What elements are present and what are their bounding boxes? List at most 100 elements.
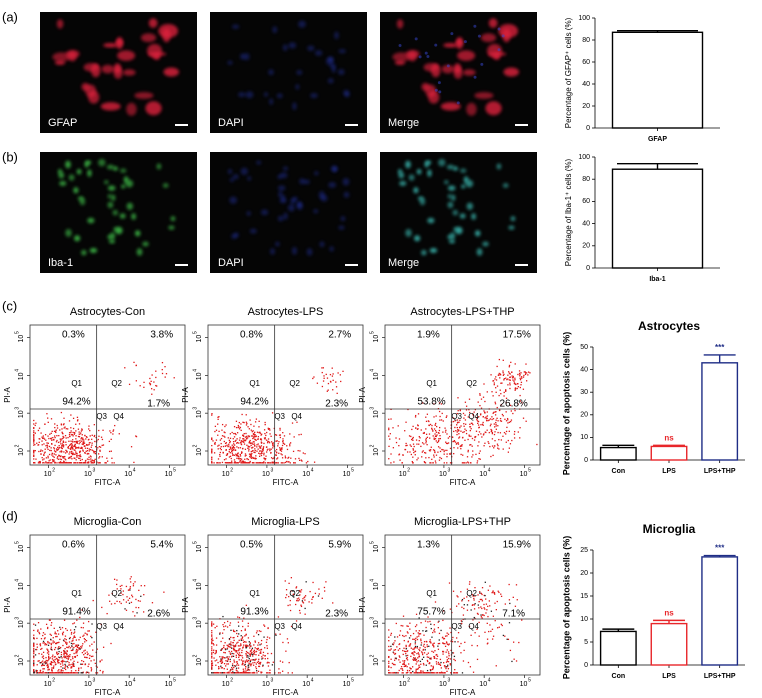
- event: [33, 660, 34, 661]
- event: [62, 670, 63, 671]
- event: [251, 443, 252, 444]
- event: [515, 384, 516, 385]
- event: [40, 461, 41, 462]
- event: [499, 359, 500, 360]
- event: [251, 652, 252, 653]
- x-tick-exponent: 2: [52, 677, 55, 683]
- event: [77, 419, 78, 420]
- event: [406, 646, 407, 647]
- y-axis-label: PI-A: [181, 597, 190, 613]
- event: [54, 656, 55, 657]
- event: [406, 658, 407, 659]
- event: [40, 645, 41, 646]
- event: [391, 648, 392, 649]
- event: [270, 462, 271, 463]
- event: [486, 418, 487, 419]
- event: [213, 623, 214, 624]
- event: [71, 664, 72, 665]
- bar: [613, 32, 703, 128]
- event: [211, 667, 212, 668]
- event: [256, 435, 257, 436]
- cell: [328, 78, 334, 83]
- event: [102, 456, 103, 457]
- event: [393, 650, 394, 651]
- event: [227, 648, 228, 649]
- event: [253, 653, 254, 654]
- event: [492, 395, 493, 396]
- y-tick-label: 104: [14, 579, 25, 591]
- cell: [424, 63, 439, 72]
- error-bar: [704, 355, 736, 363]
- x-tick-base: 10: [262, 471, 270, 478]
- event: [53, 461, 54, 462]
- event: [238, 622, 239, 623]
- event: [434, 438, 435, 439]
- event: [289, 662, 290, 663]
- event: [98, 430, 99, 431]
- event: [418, 654, 419, 655]
- event: [129, 598, 130, 599]
- event: [271, 449, 272, 450]
- event: [424, 644, 425, 645]
- event: [396, 442, 397, 443]
- event: [51, 462, 52, 463]
- event: [74, 631, 75, 632]
- event: [265, 658, 266, 659]
- event: [43, 672, 44, 673]
- event: [436, 440, 437, 441]
- event: [323, 378, 324, 379]
- event: [83, 661, 84, 662]
- cell: [168, 225, 174, 229]
- event: [59, 462, 60, 463]
- y-tick-label: 20: [582, 103, 590, 110]
- event: [77, 646, 78, 647]
- event: [85, 460, 86, 461]
- event: [41, 437, 42, 438]
- event: [417, 639, 418, 640]
- event: [402, 660, 403, 661]
- event: [425, 428, 426, 429]
- event: [211, 665, 212, 666]
- event: [519, 370, 520, 371]
- event: [480, 424, 481, 425]
- event: [221, 446, 222, 447]
- event: [264, 422, 265, 423]
- cell: [109, 239, 115, 243]
- event: [418, 665, 419, 666]
- event: [487, 616, 488, 617]
- event: [419, 650, 420, 651]
- nucleus: [457, 101, 460, 104]
- cell: [84, 63, 99, 72]
- event: [43, 652, 44, 653]
- quadrant-percent: 5.9%: [328, 540, 351, 551]
- event: [73, 637, 74, 638]
- event: [511, 440, 512, 441]
- event: [59, 627, 60, 628]
- event: [503, 635, 504, 636]
- event: [267, 442, 268, 443]
- event: [52, 640, 53, 641]
- event: [439, 419, 440, 420]
- event: [483, 410, 484, 411]
- event: [46, 442, 47, 443]
- event: [252, 435, 253, 436]
- event: [136, 436, 137, 437]
- event: [446, 462, 447, 463]
- event: [301, 460, 302, 461]
- event: [429, 621, 430, 622]
- event: [504, 432, 505, 433]
- event: [64, 638, 65, 639]
- x-tick-label: LPS+THP: [704, 673, 736, 680]
- cell: [504, 67, 520, 76]
- event: [68, 646, 69, 647]
- event: [229, 672, 230, 673]
- event: [285, 580, 286, 581]
- event: [91, 670, 92, 671]
- y-tick-label: 105: [369, 331, 380, 343]
- event: [427, 672, 428, 673]
- event: [519, 395, 520, 396]
- cell: [134, 92, 153, 99]
- event: [464, 462, 465, 463]
- event: [492, 438, 493, 439]
- event: [421, 456, 422, 457]
